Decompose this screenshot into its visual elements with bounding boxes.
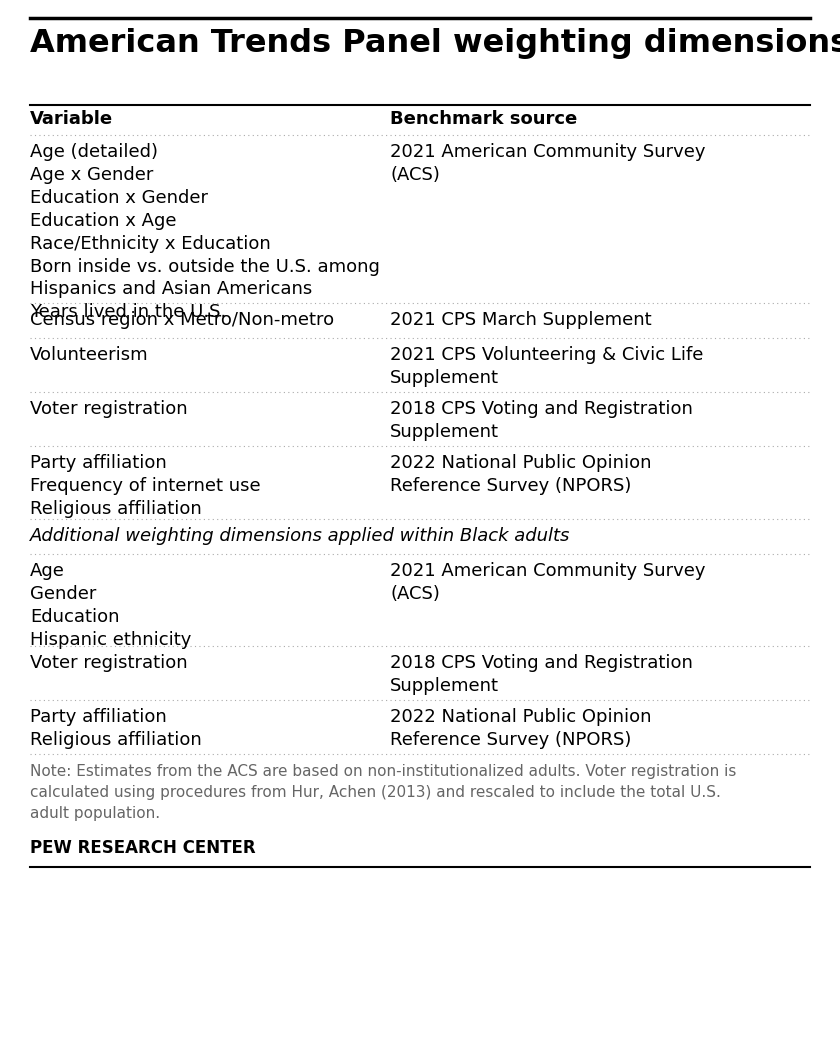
Text: 2021 CPS Volunteering & Civic Life
Supplement: 2021 CPS Volunteering & Civic Life Suppl… bbox=[390, 346, 703, 387]
Text: Note: Estimates from the ACS are based on non-institutionalized adults. Voter re: Note: Estimates from the ACS are based o… bbox=[30, 764, 737, 821]
Text: 2018 CPS Voting and Registration
Supplement: 2018 CPS Voting and Registration Supplem… bbox=[390, 400, 693, 441]
Text: Census region x Metro/Non-metro: Census region x Metro/Non-metro bbox=[30, 311, 334, 329]
Text: 2021 American Community Survey
(ACS): 2021 American Community Survey (ACS) bbox=[390, 562, 706, 603]
Text: 2022 National Public Opinion
Reference Survey (NPORS): 2022 National Public Opinion Reference S… bbox=[390, 708, 652, 749]
Text: 2018 CPS Voting and Registration
Supplement: 2018 CPS Voting and Registration Supplem… bbox=[390, 654, 693, 695]
Text: 2021 American Community Survey
(ACS): 2021 American Community Survey (ACS) bbox=[390, 143, 706, 184]
Text: Voter registration: Voter registration bbox=[30, 654, 187, 672]
Text: Benchmark source: Benchmark source bbox=[390, 110, 577, 128]
Text: Voter registration: Voter registration bbox=[30, 400, 187, 418]
Text: 2021 CPS March Supplement: 2021 CPS March Supplement bbox=[390, 311, 652, 329]
Text: American Trends Panel weighting dimensions: American Trends Panel weighting dimensio… bbox=[30, 28, 840, 59]
Text: PEW RESEARCH CENTER: PEW RESEARCH CENTER bbox=[30, 839, 255, 857]
Text: Additional weighting dimensions applied within Black adults: Additional weighting dimensions applied … bbox=[30, 527, 570, 545]
Text: Volunteerism: Volunteerism bbox=[30, 346, 149, 364]
Text: Party affiliation
Religious affiliation: Party affiliation Religious affiliation bbox=[30, 708, 202, 749]
Text: Age (detailed)
Age x Gender
Education x Gender
Education x Age
Race/Ethnicity x : Age (detailed) Age x Gender Education x … bbox=[30, 143, 380, 322]
Text: Variable: Variable bbox=[30, 110, 113, 128]
Text: Age
Gender
Education
Hispanic ethnicity: Age Gender Education Hispanic ethnicity bbox=[30, 562, 192, 649]
Text: 2022 National Public Opinion
Reference Survey (NPORS): 2022 National Public Opinion Reference S… bbox=[390, 454, 652, 495]
Text: Party affiliation
Frequency of internet use
Religious affiliation: Party affiliation Frequency of internet … bbox=[30, 454, 260, 517]
